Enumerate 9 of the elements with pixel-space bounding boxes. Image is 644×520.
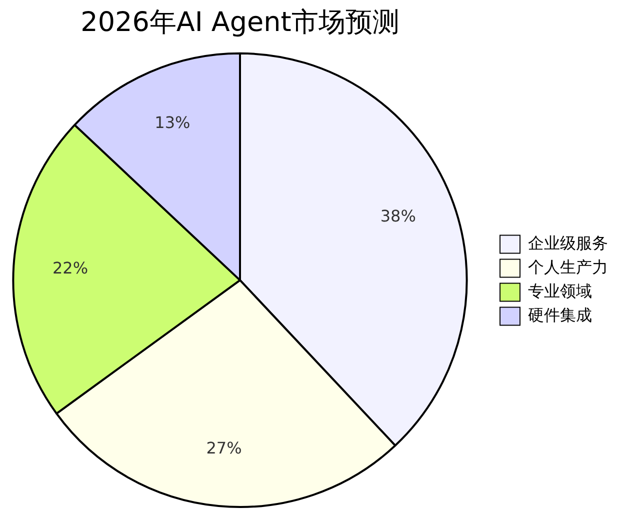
- data-label: 27%: [206, 438, 242, 458]
- data-label: 22%: [52, 258, 88, 278]
- legend-label: 硬件集成: [528, 305, 592, 324]
- data-label: 13%: [154, 113, 190, 132]
- legend-label: 企业级服务: [528, 233, 608, 252]
- chart-title: 2026年AI Agent市场预测: [80, 7, 400, 38]
- legend-label: 个人生产力: [528, 257, 608, 276]
- data-label: 38%: [380, 206, 416, 226]
- legend-label: 专业领域: [528, 281, 592, 300]
